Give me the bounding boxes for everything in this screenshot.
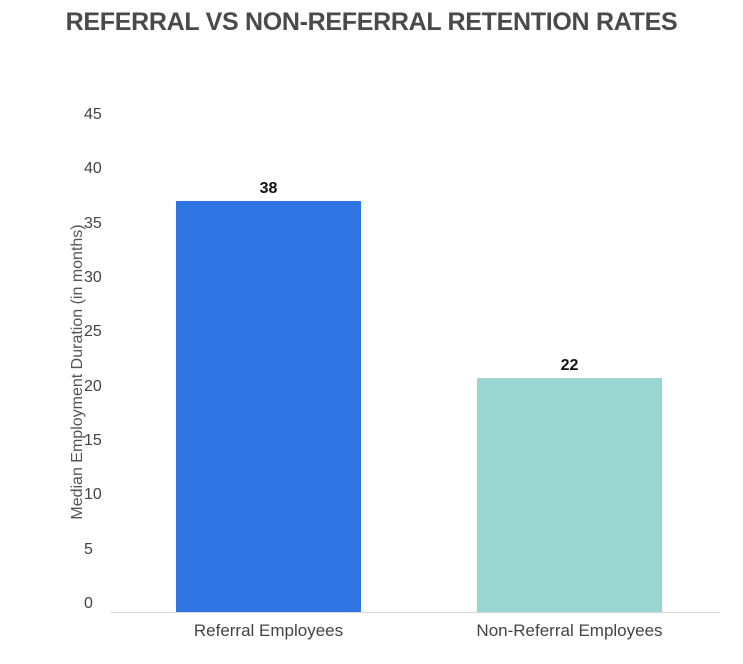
- y-tick-label: 15: [84, 432, 102, 449]
- x-tick-label: Non-Referral Employees: [476, 621, 663, 640]
- x-tick-label: Referral Employees: [193, 621, 344, 640]
- chart-title: REFERRAL VS NON-REFERRAL RETENTION RATES: [65, 8, 678, 36]
- bar-value-label: 22: [560, 356, 579, 374]
- x-axis-line: [110, 612, 720, 613]
- bar-referral-employees: [176, 201, 361, 612]
- y-tick-label: 25: [84, 323, 102, 341]
- y-tick-label: 20: [84, 377, 102, 395]
- y-tick-label: 35: [84, 214, 102, 232]
- y-tick-label: 40: [84, 160, 102, 178]
- y-tick-label: 45: [84, 106, 102, 123]
- y-tick-label: 10: [84, 486, 102, 504]
- bar-value-label: 38: [259, 180, 278, 198]
- y-tick-label: 5: [84, 540, 93, 558]
- y-tick-label: 30: [84, 269, 102, 286]
- bar-non-referral-employees: [477, 377, 662, 612]
- y-tick-label: 0: [84, 595, 93, 612]
